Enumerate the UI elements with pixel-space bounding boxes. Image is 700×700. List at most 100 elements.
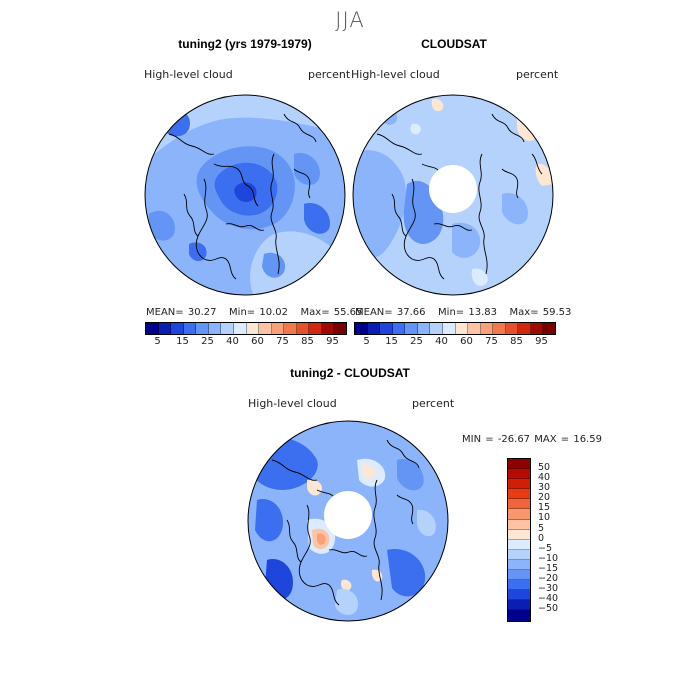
colorbar-swatch bbox=[183, 323, 197, 334]
colorbar-swatch bbox=[543, 323, 555, 334]
panel-3-title: tuning2 - CLOUDSAT bbox=[290, 366, 410, 380]
colorbar-swatch bbox=[334, 323, 346, 334]
colorbar-label: 75 bbox=[276, 336, 289, 347]
colorbar-swatch bbox=[508, 600, 530, 611]
colorbar-swatch bbox=[530, 323, 544, 334]
colorbar-label: −30 bbox=[538, 583, 559, 595]
panel-3-min-label: MIN = bbox=[462, 434, 494, 445]
colorbar-label: 20 bbox=[538, 492, 551, 504]
colorbar-swatch bbox=[508, 469, 530, 480]
colorbar-swatch bbox=[508, 610, 530, 621]
panel-2-title: CLOUDSAT bbox=[421, 37, 487, 51]
colorbar-swatch bbox=[508, 570, 530, 581]
panel-1-max: 55.65 bbox=[333, 307, 363, 318]
colorbar-swatch bbox=[271, 323, 285, 334]
panel-1-units: percent bbox=[308, 68, 351, 81]
colorbar-label: 25 bbox=[201, 336, 214, 347]
colorbar-label: 50 bbox=[538, 462, 551, 473]
panel-1-colorbar bbox=[145, 322, 347, 335]
colorbar-swatch bbox=[508, 509, 530, 520]
colorbar-label: 85 bbox=[510, 336, 523, 347]
colorbar-swatch bbox=[284, 323, 297, 334]
panel-2-min-label: Min= bbox=[438, 307, 465, 318]
colorbar-swatch bbox=[508, 580, 530, 591]
colorbar-swatch bbox=[493, 323, 506, 334]
colorbar-swatch bbox=[508, 559, 530, 571]
colorbar-label: 95 bbox=[535, 336, 548, 347]
panel-1-min: 10.02 bbox=[259, 307, 288, 318]
colorbar-swatch bbox=[171, 323, 184, 334]
panel-2-map bbox=[352, 94, 554, 296]
panel-2-colorbar bbox=[354, 322, 556, 335]
colorbar-label: 60 bbox=[251, 336, 264, 347]
panel-2-mean: 37.66 bbox=[396, 307, 426, 318]
colorbar-swatch bbox=[355, 323, 368, 334]
colorbar-label: −15 bbox=[538, 562, 559, 574]
colorbar-label: −10 bbox=[538, 552, 559, 564]
panel-2-max: 59.53 bbox=[542, 307, 572, 318]
panel-1-stats: MEAN= 30.27 Min= 10.02 Max= 55.65 bbox=[146, 307, 362, 318]
colorbar-label: 25 bbox=[410, 336, 423, 347]
colorbar-swatch bbox=[508, 539, 530, 550]
colorbar-swatch bbox=[508, 489, 530, 500]
colorbar-swatch bbox=[392, 323, 406, 334]
panel-3-variable: High-level cloud bbox=[248, 397, 337, 410]
panel-3-units: percent bbox=[412, 397, 455, 410]
colorbar-label: 60 bbox=[460, 336, 473, 347]
panel-1-variable: High-level cloud bbox=[144, 68, 233, 81]
figure-title: JJA bbox=[335, 8, 365, 32]
colorbar-label: 5 bbox=[538, 522, 545, 534]
panel-2-stats: MEAN= 37.66 Min= 13.83 Max= 59.53 bbox=[355, 307, 571, 318]
panel-1-min-label: Min= bbox=[229, 307, 256, 318]
colorbar-label: 40 bbox=[435, 336, 448, 347]
colorbar-label: 75 bbox=[485, 336, 498, 347]
colorbar-swatch bbox=[208, 323, 222, 334]
colorbar-label: 15 bbox=[385, 336, 398, 347]
colorbar-label: 5 bbox=[363, 336, 370, 347]
panel-3-colorbar bbox=[507, 458, 531, 622]
panel-2-units: percent bbox=[516, 68, 559, 81]
colorbar-swatch bbox=[196, 323, 209, 334]
colorbar-label: 95 bbox=[326, 336, 339, 347]
colorbar-swatch bbox=[480, 323, 494, 334]
panel-3-min: -26.67 bbox=[497, 434, 531, 445]
colorbar-swatch bbox=[259, 323, 272, 334]
colorbar-swatch bbox=[508, 479, 530, 490]
panel-2-variable: High-level cloud bbox=[351, 68, 440, 81]
colorbar-label: 30 bbox=[538, 482, 551, 494]
panel-1-title: tuning2 (yrs 1979-1979) bbox=[178, 37, 312, 51]
colorbar-label: 40 bbox=[538, 472, 551, 484]
colorbar-swatch bbox=[405, 323, 418, 334]
colorbar-label: 15 bbox=[538, 502, 551, 514]
colorbar-swatch bbox=[508, 549, 530, 560]
colorbar-swatch bbox=[508, 499, 530, 510]
panel-2-colorbar-labels: 5 15 25 40 60 75 85 95 bbox=[354, 336, 554, 347]
panel-1-max-label: Max= bbox=[300, 307, 330, 318]
colorbar-label: 10 bbox=[538, 512, 551, 524]
colorbar-swatch bbox=[518, 323, 531, 334]
colorbar-swatch bbox=[321, 323, 335, 334]
colorbar-swatch bbox=[508, 519, 530, 530]
colorbar-swatch bbox=[158, 323, 172, 334]
colorbar-swatch bbox=[442, 323, 456, 334]
colorbar-swatch bbox=[296, 323, 310, 334]
panel-3-map bbox=[247, 420, 449, 622]
colorbar-swatch bbox=[233, 323, 247, 334]
colorbar-label: 15 bbox=[176, 336, 189, 347]
colorbar-swatch bbox=[380, 323, 393, 334]
colorbar-swatch bbox=[246, 323, 260, 334]
panel-1-mean: 30.27 bbox=[187, 307, 217, 318]
panel-2-mean-label: MEAN= bbox=[355, 307, 393, 318]
colorbar-swatch bbox=[508, 529, 530, 540]
colorbar-swatch bbox=[367, 323, 381, 334]
colorbar-label: 40 bbox=[226, 336, 239, 347]
colorbar-label: −50 bbox=[538, 603, 559, 615]
colorbar-swatch bbox=[455, 323, 469, 334]
colorbar-swatch bbox=[508, 459, 530, 470]
panel-1-mean-label: MEAN= bbox=[146, 307, 184, 318]
colorbar-swatch bbox=[430, 323, 443, 334]
panel-1-map bbox=[144, 94, 346, 296]
colorbar-swatch bbox=[468, 323, 481, 334]
colorbar-label: −20 bbox=[538, 573, 559, 585]
colorbar-label: −40 bbox=[538, 593, 559, 605]
